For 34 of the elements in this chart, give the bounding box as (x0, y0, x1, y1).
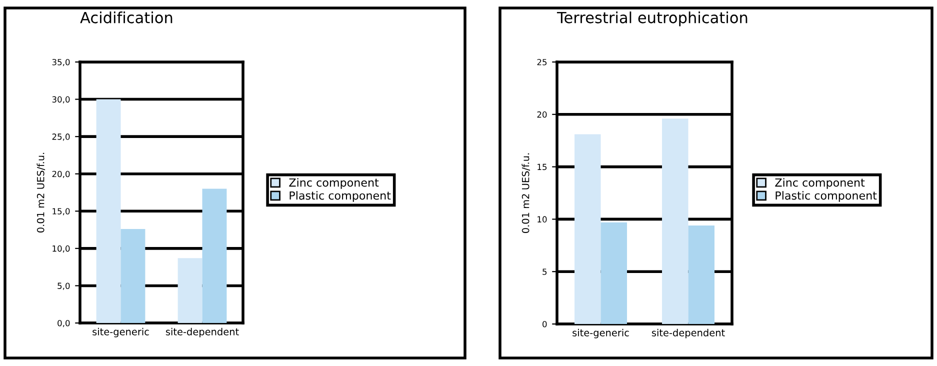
bar (120, 229, 146, 323)
bar (662, 118, 688, 324)
y-tick-label: 35,0 (52, 58, 70, 66)
x-tick-label: site-generic (92, 328, 149, 338)
y-tick-label: 10 (538, 216, 547, 222)
y-tick-label: 0,0 (58, 320, 70, 328)
legend-label: Zinc component (775, 178, 865, 189)
legend-label: Plastic component (290, 191, 391, 202)
y-tick-label: 20,0 (52, 170, 70, 178)
y-tick-label: 5 (542, 268, 547, 275)
y-tick-label: 30,0 (52, 96, 70, 104)
x-tick-label: site-generic (572, 328, 629, 338)
bar (96, 99, 121, 323)
y-axis-title: 0.01 m2 UES/f.u. (522, 153, 530, 233)
chart-title: Terrestrial eutrophication (556, 12, 748, 26)
y-tick-label: 5,0 (58, 282, 70, 290)
y-axis-title: 0.01 m2 UES/f.u. (36, 152, 46, 232)
y-tick-label: 15 (538, 164, 547, 170)
chart-title: Acidification (80, 12, 172, 24)
bar (574, 134, 601, 324)
y-tick-label: 20 (537, 111, 547, 118)
y-tick-label: 10,0 (52, 245, 70, 253)
bar (600, 222, 627, 324)
x-tick-label: site-dependent (166, 328, 239, 338)
y-tick-label: 15,0 (52, 208, 70, 216)
y-tick-label: 0 (542, 320, 547, 328)
bar (202, 188, 227, 323)
x-tick-label: site-dependent (652, 328, 725, 338)
legend-label: Zinc component (289, 178, 379, 189)
bar (178, 258, 202, 323)
legend-label: Plastic component (776, 191, 877, 202)
bar (688, 225, 714, 324)
y-tick-label: 25 (537, 58, 547, 66)
y-tick-label: 25,0 (52, 134, 70, 141)
